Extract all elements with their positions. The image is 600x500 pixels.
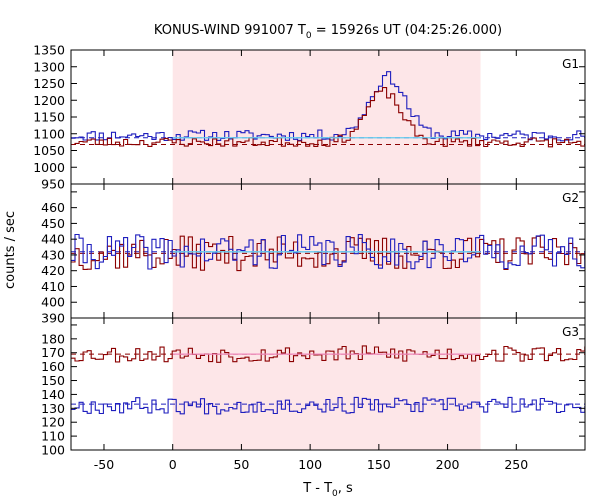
- x-tick-label: 100: [298, 457, 322, 472]
- y-tick-label: 160: [41, 359, 65, 374]
- x-tick-label: 0: [169, 457, 177, 472]
- x-tick-label: 150: [367, 457, 391, 472]
- y-tick-label: 120: [41, 415, 65, 430]
- y-tick-label: 180: [41, 331, 65, 346]
- y-tick-label: 400: [41, 295, 65, 310]
- y-tick-label: 1050: [33, 143, 65, 158]
- x-tick-label: 250: [504, 457, 528, 472]
- y-tick-label: 140: [41, 387, 65, 402]
- panel-label: G3: [562, 325, 579, 339]
- y-tick-label: 950: [41, 177, 65, 192]
- shaded-interval: [172, 318, 481, 450]
- y-tick-label: 170: [41, 345, 65, 360]
- y-tick-label: 410: [41, 279, 65, 294]
- series-blue: [71, 396, 586, 415]
- y-tick-label: 1300: [33, 59, 65, 74]
- series-red: [71, 235, 586, 272]
- y-tick-label: 1250: [33, 76, 65, 91]
- panel-frame: [70, 317, 586, 451]
- panel-label: G2: [562, 191, 579, 205]
- x-axis-label: T - T0, s: [302, 481, 353, 499]
- y-tick-label: 1200: [33, 93, 65, 108]
- series-red: [71, 345, 586, 363]
- y-tick-label: 1350: [33, 43, 65, 58]
- shaded-interval: [172, 50, 481, 184]
- x-tick-label: -50: [94, 457, 114, 472]
- y-tick-label: 1150: [33, 110, 65, 125]
- y-axis-label: counts / sec: [3, 211, 18, 289]
- y-tick-label: 1000: [33, 160, 65, 175]
- y-tick-label: 440: [41, 232, 65, 247]
- y-tick-label: 1100: [33, 126, 65, 141]
- x-tick-label: 200: [436, 457, 460, 472]
- y-tick-label: 430: [41, 247, 65, 262]
- panels-group: 95010001050110011501200125013001350G1390…: [33, 43, 586, 472]
- y-tick-label: 110: [41, 429, 65, 444]
- y-tick-label: 450: [41, 216, 65, 231]
- y-tick-label: 420: [41, 263, 65, 278]
- y-tick-label: 390: [41, 311, 65, 326]
- series-blue: [71, 233, 586, 270]
- y-tick-label: 100: [41, 443, 65, 458]
- y-tick-label: 460: [41, 200, 65, 215]
- chart-title: KONUS-WIND 991007 T0 = 15926s UT (04:25:…: [154, 23, 502, 41]
- shaded-interval: [172, 184, 481, 318]
- x-tick-label: 50: [233, 457, 249, 472]
- panel-label: G1: [562, 57, 579, 71]
- y-tick-label: 150: [41, 373, 65, 388]
- series-red: [71, 87, 586, 148]
- y-tick-label: 130: [41, 401, 65, 416]
